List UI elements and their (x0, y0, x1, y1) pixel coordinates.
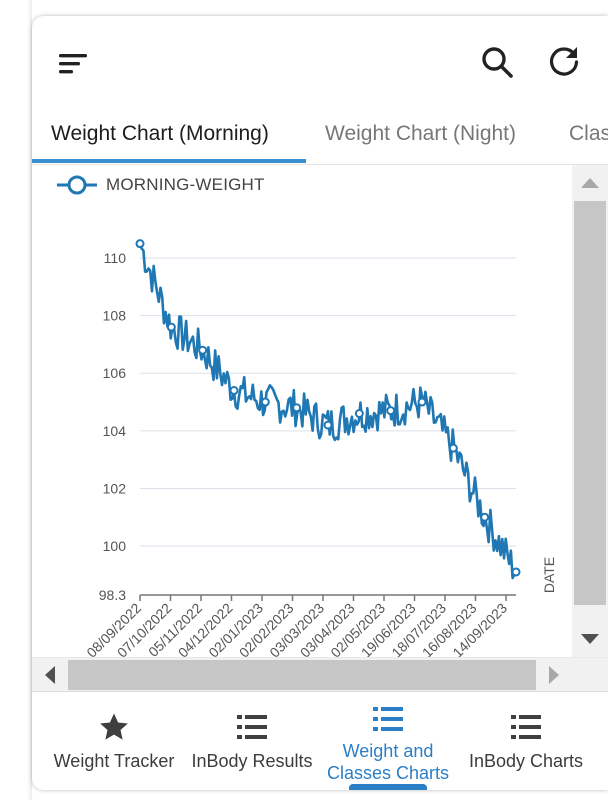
refresh-icon[interactable] (544, 42, 584, 82)
tab-classes[interactable]: Classes (569, 122, 608, 145)
bottom-navigation: Weight Tracker InBody Results Weight and… (32, 691, 608, 790)
y-tick-label: 100 (103, 538, 127, 554)
y-tick-label: 110 (104, 250, 127, 266)
nav-label-weight-classes-charts: Weight and Classes Charts (326, 741, 450, 783)
data-point[interactable] (448, 443, 458, 453)
tab-bar: Weight Chart (Morning) Weight Chart (Nig… (32, 108, 608, 165)
background-edge (0, 0, 32, 800)
scroll-right-arrow-icon[interactable] (536, 658, 572, 692)
data-point[interactable] (354, 409, 364, 419)
data-point[interactable] (386, 406, 396, 416)
x-axis-title: DATE (541, 557, 557, 593)
data-point[interactable] (135, 239, 145, 249)
data-point[interactable] (166, 322, 176, 332)
data-point[interactable] (480, 512, 490, 522)
app-card: Weight Chart (Morning) Weight Chart (Nig… (32, 16, 608, 790)
scroll-left-arrow-icon[interactable] (32, 658, 68, 692)
scroll-down-arrow-icon[interactable] (572, 621, 608, 657)
list-icon (237, 715, 267, 739)
search-icon[interactable] (477, 42, 517, 82)
data-point[interactable] (260, 397, 270, 407)
nav-inbody-results[interactable]: InBody Results (182, 692, 322, 790)
menu-lines-icon[interactable] (52, 44, 92, 84)
data-point[interactable] (511, 567, 521, 577)
chart-panel: MORNING-WEIGHT 98.3 100 102 104 106 108 110 08/… (32, 165, 572, 657)
active-nav-indicator (349, 784, 427, 790)
y-tick-label: 102 (103, 480, 127, 496)
data-point[interactable] (292, 403, 302, 413)
y-tick-label: 106 (103, 365, 127, 381)
data-point[interactable] (229, 386, 239, 396)
list-icon (511, 715, 541, 739)
vertical-scrollbar[interactable] (572, 165, 608, 657)
data-point[interactable] (198, 345, 208, 355)
nav-label-inbody-charts: InBody Charts (468, 751, 584, 771)
data-point[interactable] (323, 420, 333, 430)
y-tick-label: 98.3 (99, 587, 126, 603)
y-tick-label: 104 (103, 423, 127, 439)
list-icon-active (373, 707, 403, 731)
horizontal-scroll-thumb[interactable] (68, 660, 536, 690)
star-icon (100, 713, 128, 740)
nav-weight-tracker[interactable]: Weight Tracker (44, 692, 184, 790)
active-tab-indicator (32, 159, 306, 163)
y-tick-label: 108 (103, 308, 127, 324)
vertical-scroll-thumb[interactable] (574, 201, 606, 605)
data-point[interactable] (417, 397, 427, 407)
tab-weight-chart-morning[interactable]: Weight Chart (Morning) (51, 122, 269, 145)
top-app-bar (32, 16, 608, 108)
nav-weight-classes-charts[interactable]: Weight and Classes Charts (318, 692, 458, 790)
horizontal-scrollbar[interactable] (32, 657, 608, 692)
tab-weight-chart-night[interactable]: Weight Chart (Night) (325, 122, 517, 145)
line-chart: 98.310010210410610811008/09/202207/10/20… (83, 239, 557, 657)
chart-legend[interactable]: MORNING-WEIGHT (56, 173, 265, 197)
legend-series-label: MORNING-WEIGHT (106, 175, 265, 194)
legend-line-marker-icon (57, 175, 97, 195)
nav-label-weight-tracker: Weight Tracker (53, 751, 175, 771)
nav-inbody-charts[interactable]: InBody Charts (456, 692, 596, 790)
scroll-up-arrow-icon[interactable] (572, 165, 608, 201)
nav-label-inbody-results: InBody Results (191, 751, 313, 771)
series-line-morning-weight (138, 243, 518, 580)
